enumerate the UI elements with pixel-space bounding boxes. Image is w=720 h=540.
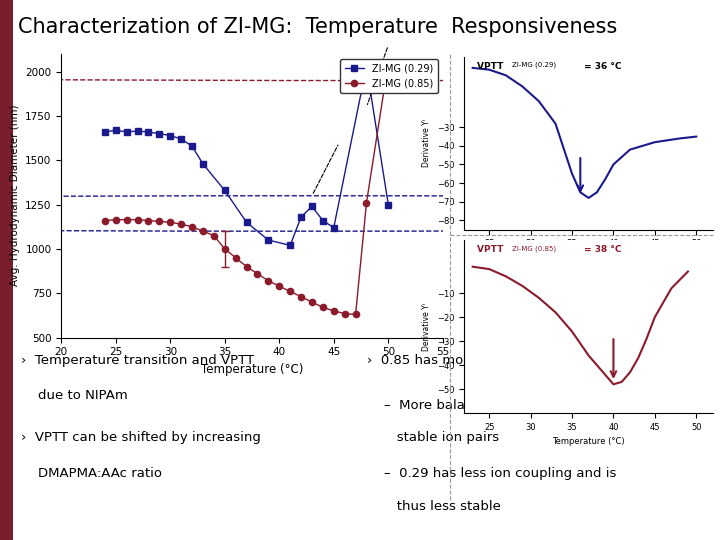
ZI-MG (0.85)	[297, 294, 305, 300]
Text: = 38 °C: = 38 °C	[584, 246, 621, 254]
ZI-MG (0.85)	[318, 304, 327, 310]
ZI-MG (0.29)	[122, 129, 131, 135]
Text: ›  0.85 has more gradual decrease: › 0.85 has more gradual decrease	[367, 354, 598, 367]
Y-axis label: Derivative Yᴵ: Derivative Yᴵ	[423, 119, 431, 167]
ZI-MG (0.85)	[286, 288, 294, 295]
ZI-MG (0.85)	[384, 59, 392, 66]
Text: –  More balanced composition and: – More balanced composition and	[367, 399, 613, 412]
ZI-MG (0.85)	[177, 221, 186, 227]
Line: ZI-MG (0.85): ZI-MG (0.85)	[102, 60, 392, 318]
ZI-MG (0.85)	[362, 200, 371, 206]
ZI-MG (0.29)	[384, 201, 392, 208]
ZI-MG (0.85)	[330, 308, 338, 314]
ZI-MG (0.29)	[297, 214, 305, 220]
ZI-MG (0.29)	[242, 219, 251, 226]
ZI-MG (0.29)	[101, 129, 109, 135]
Text: ZI-MG (0.85): ZI-MG (0.85)	[512, 246, 556, 252]
Text: Characterization of ZI-MG:  Temperature  Responsiveness: Characterization of ZI-MG: Temperature R…	[18, 17, 617, 37]
X-axis label: Temperature (°C): Temperature (°C)	[201, 363, 303, 376]
ZI-MG (0.85)	[253, 271, 262, 277]
Text: ZI-MG (0.29): ZI-MG (0.29)	[512, 62, 556, 69]
Text: ARIZONA  STATE  UNIVERSITY: ARIZONA STATE UNIVERSITY	[267, 513, 453, 526]
Text: ›  VPTT can be shifted by increasing: › VPTT can be shifted by increasing	[22, 431, 261, 444]
ZI-MG (0.29)	[133, 128, 142, 134]
Text: –  0.29 has less ion coupling and is: – 0.29 has less ion coupling and is	[367, 467, 616, 480]
Text: thus less stable: thus less stable	[367, 500, 501, 512]
Text: DMAPMA:AAc ratio: DMAPMA:AAc ratio	[22, 467, 163, 480]
ZI-MG (0.85)	[188, 224, 197, 230]
ZI-MG (0.85)	[122, 217, 131, 223]
Line: ZI-MG (0.29): ZI-MG (0.29)	[102, 63, 392, 248]
ZI-MG (0.29)	[188, 143, 197, 150]
ZI-MG (0.85)	[351, 311, 360, 318]
ZI-MG (0.29)	[220, 187, 229, 194]
ZI-MG (0.85)	[242, 264, 251, 270]
ZI-MG (0.85)	[144, 217, 153, 224]
ZI-MG (0.29)	[166, 132, 174, 139]
ZI-MG (0.85)	[307, 299, 316, 305]
ZI-MG (0.29)	[286, 242, 294, 248]
ZI-MG (0.29)	[330, 225, 338, 231]
ZI-MG (0.85)	[155, 218, 163, 225]
Text: VPTT: VPTT	[477, 62, 506, 71]
ZI-MG (0.85)	[112, 217, 120, 223]
Y-axis label: Avg. Hydrodynamic Diameter (nm): Avg. Hydrodynamic Diameter (nm)	[9, 105, 19, 287]
ZI-MG (0.85)	[231, 254, 240, 261]
Text: ›  Temperature transition and VPTT: › Temperature transition and VPTT	[22, 354, 255, 367]
ZI-MG (0.85)	[133, 217, 142, 223]
ZI-MG (0.85)	[199, 228, 207, 234]
X-axis label: Temperature (°C): Temperature (°C)	[552, 254, 625, 263]
Text: 2/25/2021: 2/25/2021	[25, 513, 89, 526]
ZI-MG (0.85)	[275, 283, 284, 289]
Text: VPTT: VPTT	[477, 246, 506, 254]
ZI-MG (0.85)	[220, 246, 229, 252]
ZI-MG (0.85)	[101, 217, 109, 224]
ZI-MG (0.29)	[307, 203, 316, 210]
ZI-MG (0.85)	[166, 219, 174, 226]
ZI-MG (0.29)	[318, 217, 327, 224]
ZI-MG (0.29)	[177, 136, 186, 142]
ZI-MG (0.29)	[199, 160, 207, 167]
Text: stable ion pairs: stable ion pairs	[367, 431, 500, 444]
X-axis label: Temperature (°C): Temperature (°C)	[552, 437, 625, 447]
Text: 9: 9	[690, 513, 698, 526]
ZI-MG (0.85)	[341, 310, 349, 317]
ZI-MG (0.85)	[264, 278, 273, 284]
ZI-MG (0.29)	[362, 63, 371, 70]
ZI-MG (0.29)	[264, 237, 273, 244]
Y-axis label: Derivative Yᴵ: Derivative Yᴵ	[423, 302, 431, 351]
ZI-MG (0.85)	[210, 232, 218, 239]
ZI-MG (0.29)	[112, 127, 120, 133]
Text: = 36 °C: = 36 °C	[584, 62, 621, 71]
Legend: ZI-MG (0.29), ZI-MG (0.85): ZI-MG (0.29), ZI-MG (0.85)	[340, 59, 438, 93]
Text: due to NIPAm: due to NIPAm	[22, 389, 128, 402]
ZI-MG (0.29)	[155, 131, 163, 137]
ZI-MG (0.29)	[144, 129, 153, 135]
